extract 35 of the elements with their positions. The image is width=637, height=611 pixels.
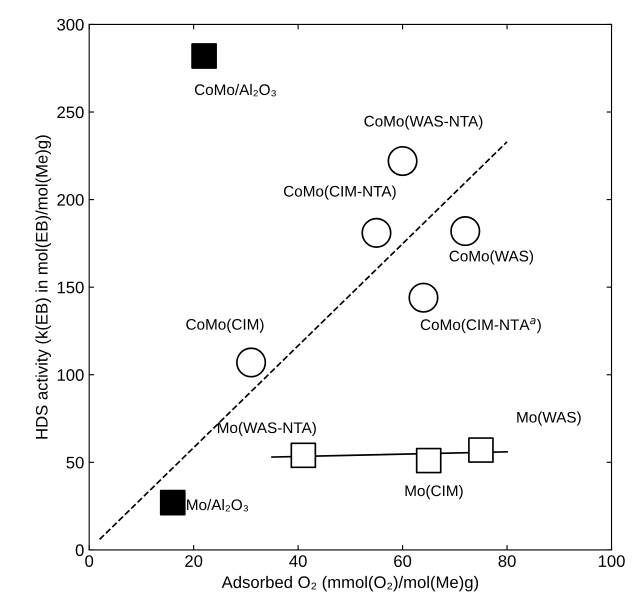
y-tick-label: 250 [57, 106, 84, 118]
point [236, 347, 266, 378]
y-tick-label: 150 [58, 282, 84, 294]
point [388, 146, 418, 176]
point [468, 437, 494, 463]
annotation: Mo/Al₂O₃ [187, 498, 248, 512]
point [416, 448, 442, 474]
x-tick-label: 40 [289, 555, 307, 568]
annotation: CoMo(CIM-NTA) [284, 185, 396, 200]
point [450, 216, 480, 246]
annotation: CoMo/Al₂O₃ [194, 84, 276, 96]
point [191, 43, 217, 69]
y-tick-label: 50 [66, 456, 84, 469]
point [160, 490, 186, 516]
y-tick-label: 200 [57, 194, 84, 206]
x-tick-label: 100 [598, 555, 625, 568]
point [408, 282, 439, 313]
annotation: CoMo(WAS) [450, 250, 534, 265]
y-tick-label: 0 [76, 544, 84, 556]
annotation: CoMo(CIM-NTA$^{a}$) [420, 318, 541, 334]
x-tick-label: 60 [394, 555, 412, 568]
point [290, 442, 316, 468]
x-axis-title: Adsorbed O₂ (mmol(O₂)/mol(Me)g) [222, 576, 478, 592]
annotation: CoMo(CIM) [186, 318, 264, 333]
annotation: CoMo(WAS-NTA) [364, 115, 482, 130]
y-tick-label: 300 [57, 18, 84, 31]
annotation: Mo(CIM) [405, 484, 463, 500]
y-tick-label: 100 [58, 369, 84, 381]
annotation: Mo(WAS) [517, 411, 581, 426]
point [361, 218, 392, 248]
x-tick-label: 20 [185, 555, 202, 568]
x-tick-label: 0 [85, 555, 94, 568]
x-tick-label: 80 [498, 555, 516, 568]
annotation: Mo(WAS-NTA) [218, 422, 316, 436]
y-axis-title: HDS activity (k(EB) in mol(EB)/mol(Me)g) [35, 135, 51, 439]
